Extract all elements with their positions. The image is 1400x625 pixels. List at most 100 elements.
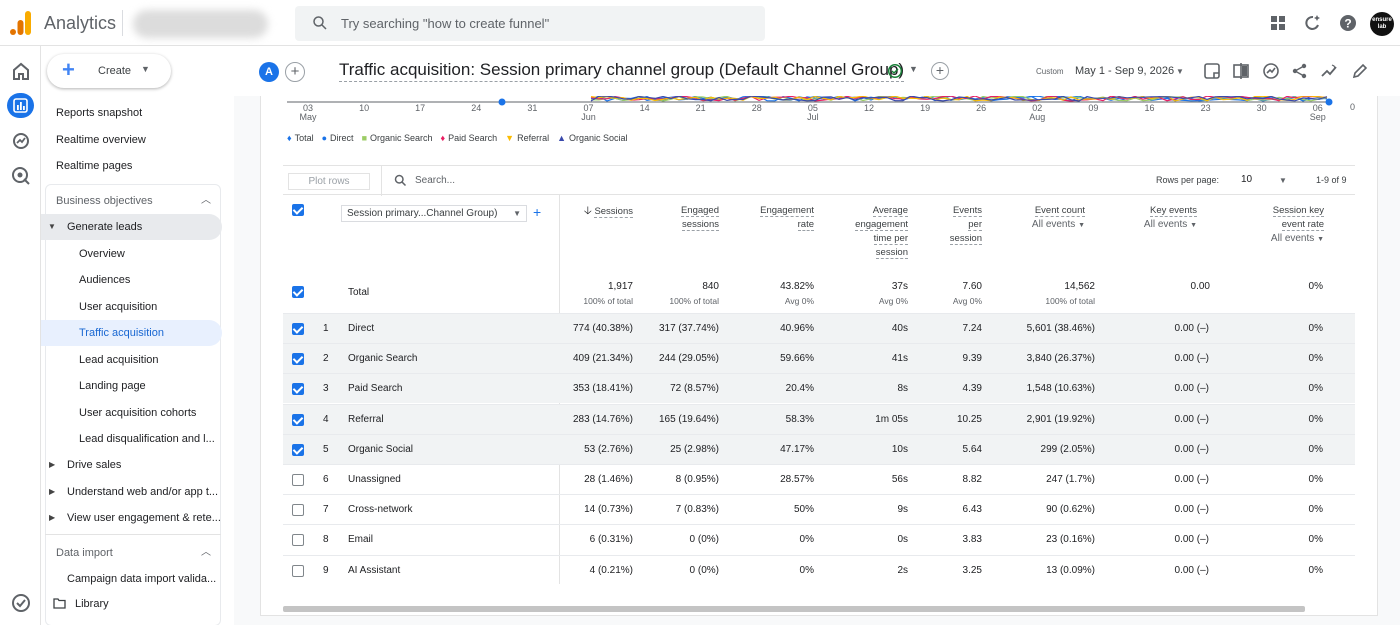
channel-name[interactable]: Email (348, 534, 374, 546)
nav-reports-snapshot[interactable]: Reports snapshot (41, 100, 222, 126)
select-all-checkbox[interactable] (292, 204, 304, 216)
home-icon[interactable] (10, 60, 32, 82)
row-checkbox[interactable] (292, 443, 304, 456)
add-comparison-button[interactable]: + (285, 62, 305, 82)
add-dimension-button[interactable]: + (533, 204, 542, 220)
nav-overview[interactable]: Overview (41, 241, 222, 267)
table-row[interactable]: 7 Cross-network 14 (0.73%) 7 (0.83%) 50% 9s 6.… (283, 494, 1355, 524)
legend-item[interactable]: ▼ Referral (505, 133, 549, 143)
help-icon[interactable]: ? (1338, 13, 1358, 33)
key-event-filter[interactable]: All events ▼ (1143, 219, 1197, 230)
event-filter[interactable]: All events ▼ (1031, 219, 1085, 230)
nav-landing-page[interactable]: Landing page (41, 373, 222, 399)
nav-data-import[interactable]: Data import ︿ (41, 540, 222, 566)
explore-icon[interactable] (10, 130, 32, 152)
nav-user-acquisition-cohorts[interactable]: User acquisition cohorts (41, 400, 222, 426)
row-checkbox[interactable] (292, 564, 304, 577)
nav-realtime-overview[interactable]: Realtime overview (41, 127, 222, 153)
nav-user-acquisition[interactable]: User acquisition (41, 294, 222, 320)
compare-icon[interactable] (1232, 62, 1250, 80)
advertising-icon[interactable] (10, 165, 32, 187)
add-report-button[interactable]: + (931, 62, 949, 80)
row-checkbox[interactable] (292, 323, 304, 335)
row-checkbox[interactable] (292, 383, 304, 396)
nav-drive-sales[interactable]: ▶ Drive sales (41, 452, 222, 478)
avatar[interactable]: ensure lab (1370, 12, 1394, 36)
channel-name[interactable]: Unassigned (348, 474, 401, 485)
plot-rows-button[interactable]: Plot rows (288, 173, 370, 190)
comparison-avatar[interactable]: A (259, 62, 279, 82)
table-row[interactable]: 4 Referral 283 (14.76%) 165 (19.64%) 58.3% 1m… (283, 403, 1355, 434)
row-checkbox[interactable] (292, 353, 304, 366)
channel-name[interactable]: Cross-network (348, 504, 413, 516)
table-row[interactable]: 6 Unassigned 28 (1.46%) 8 (0.95%) 28.57% 56s 8… (283, 464, 1355, 494)
key-rate-filter[interactable]: All events ▼ (1270, 233, 1324, 244)
channel-name[interactable]: AI Assistant (348, 564, 401, 576)
check-circle-icon[interactable] (887, 63, 903, 79)
table-row[interactable]: 5 Organic Social 53 (2.76%) 25 (2.98%) 47.17… (283, 433, 1355, 464)
channel-name[interactable]: Direct (348, 323, 375, 334)
engaged-sessions-header[interactable]: Engaged sessions (659, 204, 719, 232)
cell-key-rate: 0% (1308, 504, 1323, 516)
chevron-down-icon[interactable]: ▼ (909, 64, 918, 74)
nav-realtime-pages[interactable]: Realtime pages (41, 153, 222, 179)
table-row[interactable]: 1 Direct 774 (40.38%) 317 (37.74%) 40.96% 40s… (283, 313, 1355, 343)
legend-item[interactable]: ♦ Total (287, 133, 314, 143)
insights-icon[interactable] (1302, 13, 1322, 33)
chevron-down-icon[interactable]: ▼ (1279, 176, 1287, 185)
chevron-down-icon[interactable]: ▼ (1176, 67, 1184, 76)
dimension-select[interactable]: Session primary...Channel Group) ▼ (341, 205, 527, 222)
nav-traffic-acquisition[interactable]: Traffic acquisition (41, 320, 222, 346)
legend-item[interactable]: ♦ Paid Search (441, 133, 498, 143)
nav-generate-leads[interactable]: ▼ Generate leads (41, 214, 222, 240)
nav-audiences[interactable]: Audiences (41, 267, 222, 293)
table-row[interactable]: 9 AI Assistant 4 (0.21%) 0 (0%) 0% 2s 3.25 13 (… (283, 554, 1355, 585)
share-icon[interactable] (1291, 62, 1309, 80)
table-row[interactable]: 2 Organic Search 409 (21.34%) 244 (29.05%) 5… (283, 343, 1355, 374)
row-checkbox[interactable] (292, 474, 304, 486)
row-checkbox[interactable] (292, 534, 304, 547)
legend-item[interactable]: ■ Organic Search (362, 133, 433, 143)
avg-engagement-time-header[interactable]: Average engagement time per session (838, 204, 908, 260)
channel-name[interactable]: Organic Search (348, 353, 418, 365)
legend-item[interactable]: ● Direct (322, 133, 354, 143)
edit-report-icon[interactable] (1203, 62, 1221, 80)
nav-lead-acquisition[interactable]: Lead acquisition (41, 347, 222, 373)
table-search-input[interactable]: Search... (415, 175, 456, 186)
row-checkbox[interactable] (292, 504, 304, 517)
table-row[interactable]: 3 Paid Search 353 (18.41%) 72 (8.57%) 20.4% 8… (283, 373, 1355, 404)
nav-campaign-data-import[interactable]: Campaign data import valida... (41, 566, 222, 592)
search-box[interactable]: Try searching "how to create funnel" (295, 6, 765, 41)
nav-understand-web[interactable]: ▶ Understand web and/or app t... (41, 479, 222, 505)
account-selector[interactable] (133, 10, 268, 38)
rows-per-page-select[interactable]: 10 (1241, 174, 1253, 185)
horizontal-scrollbar[interactable] (283, 606, 1305, 612)
total-checkbox[interactable] (292, 286, 304, 298)
date-range-picker[interactable]: May 1 - Sep 9, 2026 (1075, 65, 1175, 77)
event-count-header[interactable]: Event count All events ▼ (1003, 204, 1085, 233)
x-tick-day: 21 (695, 103, 706, 113)
row-checkbox[interactable] (292, 413, 304, 426)
nav-lead-disqualification[interactable]: Lead disqualification and l... (41, 426, 222, 452)
nav-business-objectives[interactable]: Business objectives ︿ (41, 188, 222, 214)
legend-item[interactable]: ▲ Organic Social (557, 133, 627, 143)
apps-grid-icon[interactable] (1268, 13, 1288, 33)
trend-icon[interactable] (1320, 62, 1338, 80)
nav-user-engagement[interactable]: ▶ View user engagement & rete... (41, 505, 222, 531)
create-button[interactable]: + Create ▼ (47, 54, 171, 88)
pencil-icon[interactable] (1351, 62, 1369, 80)
key-events-header[interactable]: Key events All events ▼ (1123, 204, 1197, 233)
channel-name[interactable]: Paid Search (348, 383, 403, 395)
sessions-header[interactable]: 🡣 Sessions (575, 204, 633, 219)
events-per-session-header[interactable]: Events per session (932, 204, 982, 246)
channel-name[interactable]: Referral (348, 413, 384, 425)
table-row[interactable]: 8 Email 6 (0.31%) 0 (0%) 0% 0s 3.83 23 (0.16%) 0… (283, 524, 1355, 554)
checklist-icon[interactable] (10, 592, 32, 614)
reports-nav-active[interactable] (7, 93, 34, 118)
session-key-event-rate-header[interactable]: Session key event rate All events ▼ (1228, 204, 1324, 247)
analytics-logo[interactable] (10, 11, 32, 35)
channel-name[interactable]: Organic Social (348, 443, 414, 455)
engagement-rate-header[interactable]: Engagement rate (744, 204, 814, 232)
nav-library[interactable]: Library (41, 591, 222, 617)
insights-icon[interactable] (1262, 62, 1280, 80)
